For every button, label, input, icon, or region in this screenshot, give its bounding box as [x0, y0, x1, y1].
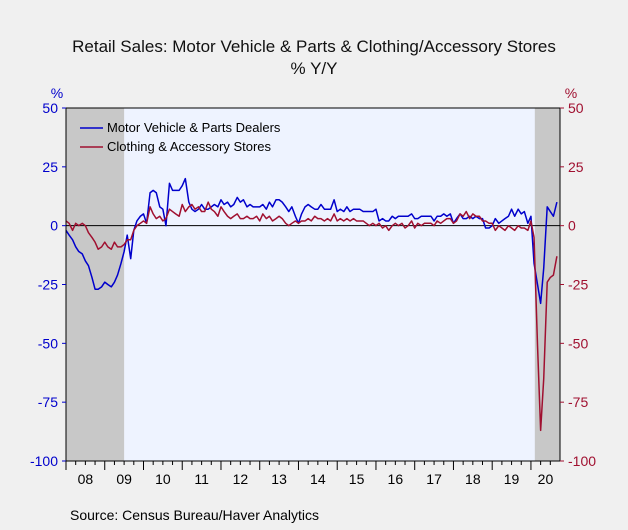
left-y-tick-label: -25 [38, 277, 58, 293]
x-tick-label: 13 [271, 471, 287, 487]
x-tick-label: 12 [233, 471, 249, 487]
left-y-tick-label: -75 [38, 394, 58, 410]
x-tick-label: 16 [388, 471, 404, 487]
left-y-tick-label: -100 [30, 453, 58, 469]
x-tick-label: 20 [538, 471, 554, 487]
x-tick-label: 15 [349, 471, 365, 487]
right-axis-unit: % [565, 85, 577, 101]
left-axis-unit: % [51, 85, 63, 101]
right-y-tick-label: -50 [568, 335, 588, 351]
right-y-tick-label: 0 [568, 218, 576, 234]
x-tick-label: 08 [78, 471, 94, 487]
plot-background [66, 108, 560, 461]
series-line-clothing [65, 201, 558, 432]
right-y-tick-label: -75 [568, 394, 588, 410]
x-tick-label: 09 [116, 471, 132, 487]
x-tick-label: 10 [155, 471, 171, 487]
legend-label-clothing: Clothing & Accessory Stores [107, 139, 272, 154]
left-y-tick-label: 50 [42, 100, 58, 116]
recession-band-0 [66, 108, 125, 461]
x-tick-label: 11 [194, 471, 209, 487]
x-tick-label: 18 [465, 471, 481, 487]
left-y-tick-label: 0 [50, 218, 58, 234]
right-y-tick-label: 25 [568, 159, 584, 175]
axes: 50 50 25 25 0 0 -25 -25 -50 -50 -75 -75 -100 -100 08 09… [30, 100, 596, 487]
legend: Motor Vehicle & Parts Dealers Clothing &… [80, 120, 281, 154]
chart-title: Retail Sales: Motor Vehicle & Parts & Cl… [72, 37, 556, 56]
plot-area [65, 108, 560, 461]
legend-label-motor: Motor Vehicle & Parts Dealers [107, 120, 281, 135]
right-y-tick-label: -25 [568, 277, 588, 293]
left-y-tick-label: -50 [38, 335, 58, 351]
left-y-tick-label: 25 [42, 159, 58, 175]
x-tick-label: 19 [504, 471, 520, 487]
right-y-tick-label: 50 [568, 100, 584, 116]
x-tick-label: 14 [310, 471, 326, 487]
series-line-motor [65, 177, 558, 305]
source-note: Source: Census Bureau/Haver Analytics [70, 507, 319, 523]
chart-subtitle: % Y/Y [291, 59, 338, 78]
x-tick-label: 17 [426, 471, 442, 487]
right-y-tick-label: -100 [568, 453, 596, 469]
